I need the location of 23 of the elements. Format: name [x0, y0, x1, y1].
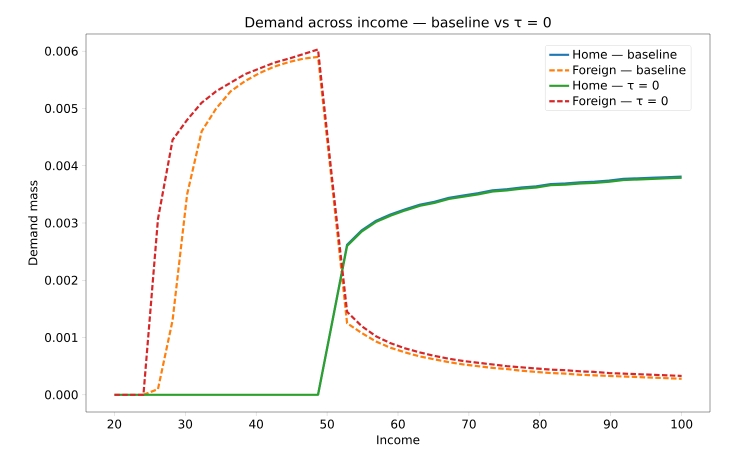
- x-tick-label: 60: [391, 420, 405, 429]
- x-tick-label: 20: [108, 420, 122, 429]
- y-tick-label: 0.004: [45, 161, 78, 170]
- x-tick-label: 100: [672, 420, 692, 429]
- legend-label: Foreign — τ = 0: [573, 96, 668, 108]
- legend-label: Foreign — baseline: [573, 65, 686, 77]
- legend-label: Home — τ = 0: [573, 80, 659, 90]
- y-tick-label: 0.006: [45, 46, 78, 56]
- legend-label: Home — baseline: [573, 50, 677, 59]
- x-tick-label: 90: [604, 420, 618, 429]
- chart-title: Demand across income — baseline vs τ = 0: [246, 16, 551, 28]
- y-tick-label: 0.005: [45, 104, 78, 113]
- x-tick-label: 80: [533, 420, 547, 429]
- y-axis-title: Demand mass: [28, 180, 38, 265]
- x-tick-label: 70: [462, 420, 476, 429]
- x-axis-title: Income: [377, 435, 420, 444]
- x-tick-label: 30: [178, 420, 192, 429]
- y-tick-label: 0.002: [45, 276, 78, 285]
- y-tick-label: 0.000: [45, 390, 78, 400]
- y-tick-label: 0.001: [45, 333, 78, 342]
- x-tick-label: 40: [249, 420, 263, 429]
- x-tick-label: 50: [320, 420, 334, 429]
- y-tick-label: 0.003: [45, 218, 78, 228]
